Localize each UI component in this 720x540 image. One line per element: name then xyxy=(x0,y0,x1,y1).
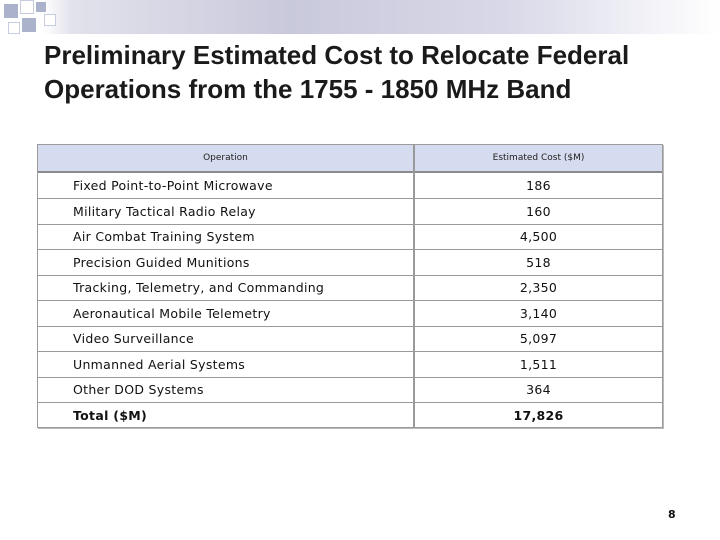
operation-cell: Air Combat Training System xyxy=(73,229,255,244)
total-row: Total ($M) 17,826 xyxy=(38,403,662,428)
table-row: Other DOD Systems 364 xyxy=(38,377,662,403)
total-label: Total ($M) xyxy=(73,407,148,423)
table-row: Video Surveillance 5,097 xyxy=(38,326,662,352)
table-row: Tracking, Telemetry, and Commanding 2,35… xyxy=(38,275,662,301)
operation-cell: Fixed Point-to-Point Microwave xyxy=(73,178,273,193)
total-value: 17,826 xyxy=(513,407,564,423)
operation-cell: Aeronautical Mobile Telemetry xyxy=(73,305,271,321)
table-header: Operation Estimated Cost ($M) xyxy=(38,145,662,173)
table-row: Precision Guided Munitions 518 xyxy=(38,250,662,276)
operation-cell: Unmanned Aerial Systems xyxy=(73,356,246,372)
operation-cell: Precision Guided Munitions xyxy=(73,254,250,270)
table-row: Unmanned Aerial Systems 1,511 xyxy=(38,352,662,378)
cost-cell: 518 xyxy=(526,254,551,270)
column-divider xyxy=(413,145,415,427)
cost-cell: 364 xyxy=(526,382,551,397)
header-band xyxy=(0,0,720,34)
cost-cell: 160 xyxy=(526,203,551,219)
cost-cell: 4,500 xyxy=(519,229,558,244)
operation-cell: Military Tactical Radio Relay xyxy=(73,203,256,219)
cost-cell: 3,140 xyxy=(519,305,558,321)
operation-cell: Video Surveillance xyxy=(73,331,195,346)
cost-cell: 1,511 xyxy=(519,356,558,372)
page-number: 8 xyxy=(668,508,676,521)
table-body: Fixed Point-to-Point Microwave 186 Milit… xyxy=(38,173,662,427)
column-header-operation: Operation xyxy=(203,153,248,163)
table-row: Air Combat Training System 4,500 xyxy=(38,224,662,250)
page-title: Preliminary Estimated Cost to Relocate F… xyxy=(44,40,630,104)
column-header-cost: Estimated Cost ($M) xyxy=(492,153,585,163)
cost-table: Operation Estimated Cost ($M) Fixed Poin… xyxy=(37,144,663,428)
table-row: Military Tactical Radio Relay 160 xyxy=(38,199,662,225)
operation-cell: Other DOD Systems xyxy=(73,382,204,397)
cost-cell: 2,350 xyxy=(519,280,558,295)
table-row: Fixed Point-to-Point Microwave 186 xyxy=(38,173,662,199)
cost-cell: 5,097 xyxy=(519,331,558,346)
cost-cell: 186 xyxy=(526,178,551,193)
table-row: Aeronautical Mobile Telemetry 3,140 xyxy=(38,301,662,327)
operation-cell: Tracking, Telemetry, and Commanding xyxy=(73,280,325,295)
